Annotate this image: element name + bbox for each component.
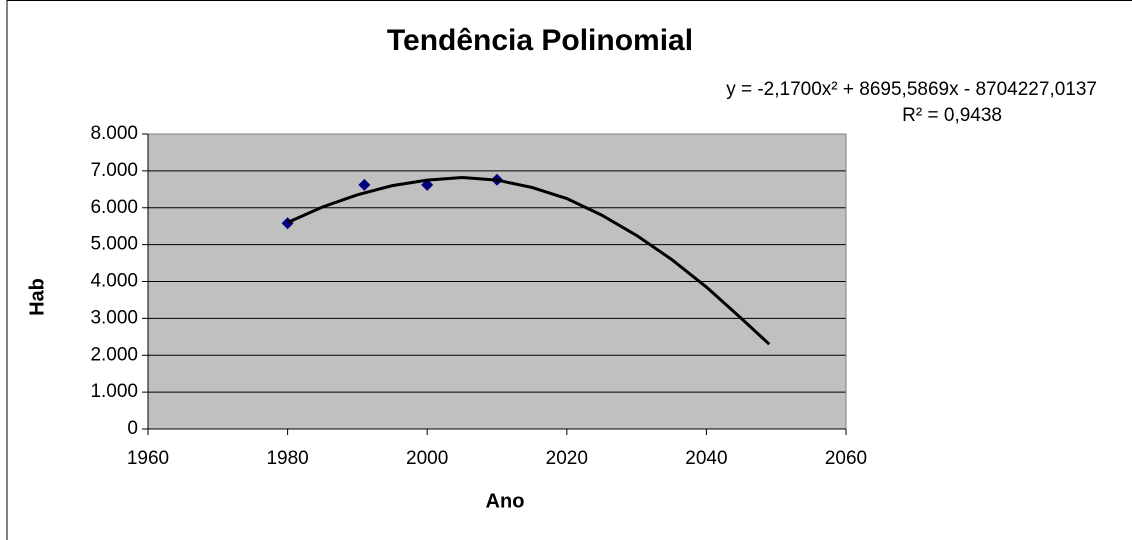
data-point — [358, 178, 371, 191]
x-tick-label: 2040 — [685, 448, 727, 469]
x-tick-label: 1980 — [266, 448, 308, 469]
x-tick-label: 2020 — [546, 448, 588, 469]
chart-title: Tendência Polinomial — [387, 24, 693, 57]
x-tick-label: 2060 — [825, 448, 867, 469]
y-tick-label: 2.000 — [90, 344, 138, 365]
r-squared: R² = 0,9438 — [902, 105, 1002, 126]
y-tick-label: 5.000 — [90, 234, 138, 255]
x-axis-label: Ano — [486, 490, 525, 512]
trendline — [286, 176, 771, 346]
y-tick-label: 1.000 — [90, 381, 138, 402]
y-axis-label: Hab — [26, 278, 48, 316]
y-tick-label: 3.000 — [90, 307, 138, 328]
y-tick-label: 8.000 — [90, 123, 138, 144]
x-tick-label: 2000 — [406, 448, 448, 469]
y-tick-label: 0 — [127, 418, 138, 439]
x-tick-label: 1960 — [127, 448, 169, 469]
y-tick-label: 4.000 — [90, 271, 138, 292]
y-tick-label: 6.000 — [90, 197, 138, 218]
y-tick-label: 7.000 — [90, 160, 138, 181]
trend-equation: y = -2,1700x² + 8695,5869x - 8704227,013… — [726, 79, 1097, 100]
